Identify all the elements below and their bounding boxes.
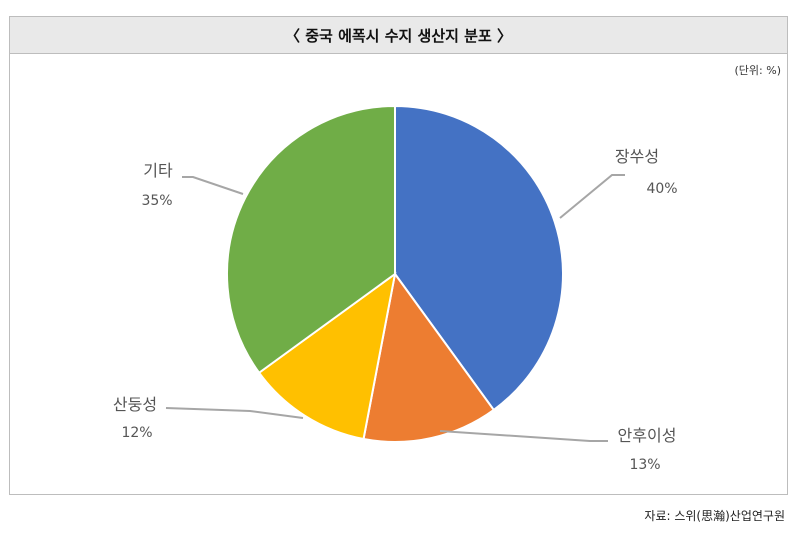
unit-label: (단위: %): [734, 64, 781, 77]
leader-line-4: [182, 176, 244, 195]
slice-percent-2: 13%: [629, 457, 660, 473]
slice-percent-3: 12%: [121, 425, 152, 441]
pie-slice-1: [394, 104, 564, 412]
pie-slice-4: [226, 104, 396, 375]
leader-line-2: [439, 430, 608, 442]
leader-line-3: [165, 407, 304, 419]
slice-label-3: 산둥성: [113, 395, 157, 414]
slice-percent-4: 35%: [141, 193, 172, 209]
chart-title: 〈 중국 에폭시 수지 생산지 분포 〉: [285, 26, 512, 45]
slice-label-1: 장쑤성: [615, 147, 659, 166]
pie-slice-3: [257, 271, 397, 441]
source-note: 자료: 스위(思瀚)산업연구원: [644, 509, 785, 523]
slice-percent-1: 40%: [646, 181, 677, 197]
leader-line-1: [559, 174, 625, 219]
pie-slice-2: [362, 271, 496, 443]
slice-label-4: 기타: [143, 161, 173, 180]
slice-label-2: 안후이성: [618, 426, 677, 445]
chart-title-bar: 〈 중국 에폭시 수지 생산지 분포 〉: [9, 16, 788, 54]
